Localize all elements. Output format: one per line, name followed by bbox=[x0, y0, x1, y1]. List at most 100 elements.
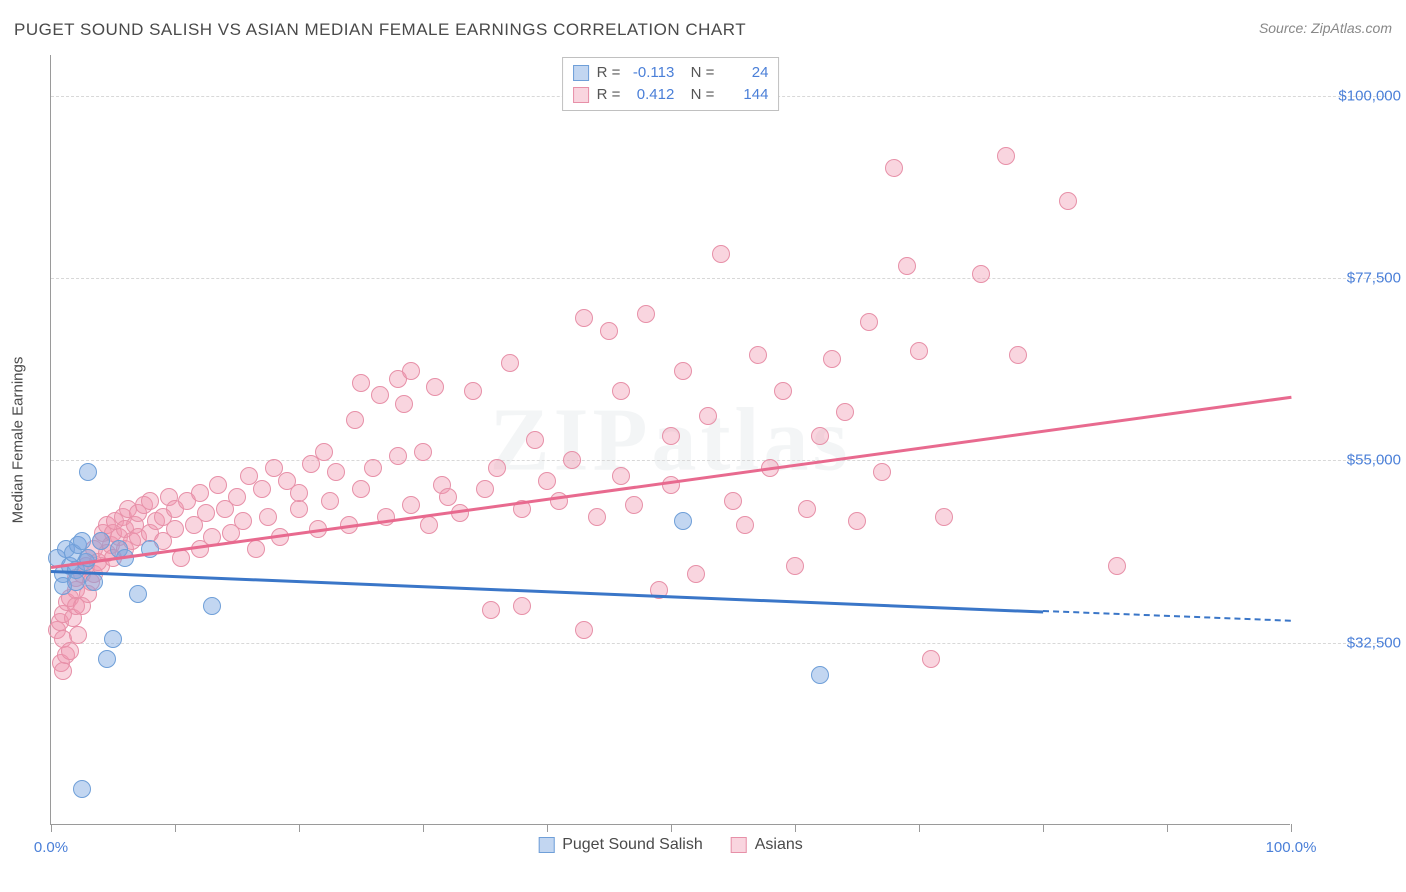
legend-r-value: -0.113 bbox=[628, 62, 674, 84]
y-tick-label: $77,500 bbox=[1301, 269, 1401, 286]
x-tick bbox=[795, 824, 796, 832]
y-axis-title: Median Female Earnings bbox=[10, 357, 27, 524]
chart-header: PUGET SOUND SALISH VS ASIAN MEDIAN FEMAL… bbox=[14, 20, 1392, 50]
data-point bbox=[203, 597, 221, 615]
legend-swatch bbox=[538, 837, 554, 853]
trend-line bbox=[51, 395, 1291, 568]
gridline bbox=[51, 460, 1386, 461]
data-point bbox=[197, 504, 215, 522]
data-point bbox=[346, 411, 364, 429]
legend-n-value: 144 bbox=[722, 84, 768, 106]
data-point bbox=[811, 666, 829, 684]
data-point bbox=[922, 650, 940, 668]
data-point bbox=[352, 480, 370, 498]
data-point bbox=[997, 147, 1015, 165]
data-point bbox=[1059, 192, 1077, 210]
data-point bbox=[371, 386, 389, 404]
x-tick-label: 0.0% bbox=[34, 839, 68, 856]
data-point bbox=[662, 476, 680, 494]
legend-r-label: R = bbox=[597, 84, 621, 106]
data-point bbox=[910, 342, 928, 360]
data-point bbox=[811, 427, 829, 445]
data-point bbox=[61, 642, 79, 660]
x-tick bbox=[671, 824, 672, 832]
x-tick bbox=[1291, 824, 1292, 832]
gridline bbox=[51, 278, 1386, 279]
data-point bbox=[898, 257, 916, 275]
data-point bbox=[935, 508, 953, 526]
data-point bbox=[538, 472, 556, 490]
data-point bbox=[327, 463, 345, 481]
data-point bbox=[402, 362, 420, 380]
legend-series-label: Asians bbox=[755, 836, 803, 854]
data-point bbox=[501, 354, 519, 372]
legend-series: Puget Sound SalishAsians bbox=[538, 836, 803, 854]
x-tick bbox=[1043, 824, 1044, 832]
data-point bbox=[774, 382, 792, 400]
data-point bbox=[563, 451, 581, 469]
data-point bbox=[848, 512, 866, 530]
chart-title: PUGET SOUND SALISH VS ASIAN MEDIAN FEMAL… bbox=[14, 20, 746, 39]
data-point bbox=[575, 621, 593, 639]
legend-n-label: N = bbox=[682, 62, 714, 84]
data-point bbox=[92, 532, 110, 550]
data-point bbox=[699, 407, 717, 425]
data-point bbox=[736, 516, 754, 534]
data-point bbox=[79, 463, 97, 481]
data-point bbox=[259, 508, 277, 526]
data-point bbox=[253, 480, 271, 498]
data-point bbox=[860, 313, 878, 331]
x-tick bbox=[1167, 824, 1168, 832]
data-point bbox=[1108, 557, 1126, 575]
data-point bbox=[749, 346, 767, 364]
data-point bbox=[247, 540, 265, 558]
data-point bbox=[526, 431, 544, 449]
data-point bbox=[141, 492, 159, 510]
chart-source: Source: ZipAtlas.com bbox=[1259, 20, 1392, 36]
data-point bbox=[129, 585, 147, 603]
data-point bbox=[290, 484, 308, 502]
y-tick-label: $100,000 bbox=[1301, 87, 1401, 104]
data-point bbox=[395, 395, 413, 413]
legend-stats-row: R =0.412 N =144 bbox=[573, 84, 769, 106]
data-point bbox=[98, 650, 116, 668]
legend-stats-row: R =-0.113 N =24 bbox=[573, 62, 769, 84]
data-point bbox=[482, 601, 500, 619]
legend-series-item: Asians bbox=[731, 836, 803, 854]
x-tick-label: 100.0% bbox=[1266, 839, 1317, 856]
data-point bbox=[885, 159, 903, 177]
data-point bbox=[662, 427, 680, 445]
legend-swatch bbox=[573, 87, 589, 103]
legend-swatch bbox=[731, 837, 747, 853]
data-point bbox=[191, 484, 209, 502]
data-point bbox=[637, 305, 655, 323]
legend-stats: R =-0.113 N =24R =0.412 N =144 bbox=[562, 57, 780, 111]
data-point bbox=[420, 516, 438, 534]
data-point bbox=[836, 403, 854, 421]
data-point bbox=[426, 378, 444, 396]
data-point bbox=[464, 382, 482, 400]
data-point bbox=[625, 496, 643, 514]
data-point bbox=[513, 597, 531, 615]
data-point bbox=[73, 780, 91, 798]
x-tick bbox=[919, 824, 920, 832]
data-point bbox=[104, 630, 122, 648]
data-point bbox=[575, 309, 593, 327]
data-point bbox=[612, 467, 630, 485]
chart-container: Median Female Earnings ZIPatlas $32,500$… bbox=[50, 55, 1390, 825]
y-tick-label: $55,000 bbox=[1301, 452, 1401, 469]
data-point bbox=[85, 573, 103, 591]
data-point bbox=[166, 520, 184, 538]
data-point bbox=[402, 496, 420, 514]
x-tick bbox=[423, 824, 424, 832]
gridline bbox=[51, 643, 1386, 644]
data-point bbox=[69, 626, 87, 644]
data-point bbox=[364, 459, 382, 477]
data-point bbox=[674, 362, 692, 380]
x-tick bbox=[51, 824, 52, 832]
plot-area: ZIPatlas $32,500$55,000$77,500$100,0000.… bbox=[50, 55, 1290, 825]
x-tick bbox=[299, 824, 300, 832]
legend-r-label: R = bbox=[597, 62, 621, 84]
data-point bbox=[488, 459, 506, 477]
data-point bbox=[290, 500, 308, 518]
